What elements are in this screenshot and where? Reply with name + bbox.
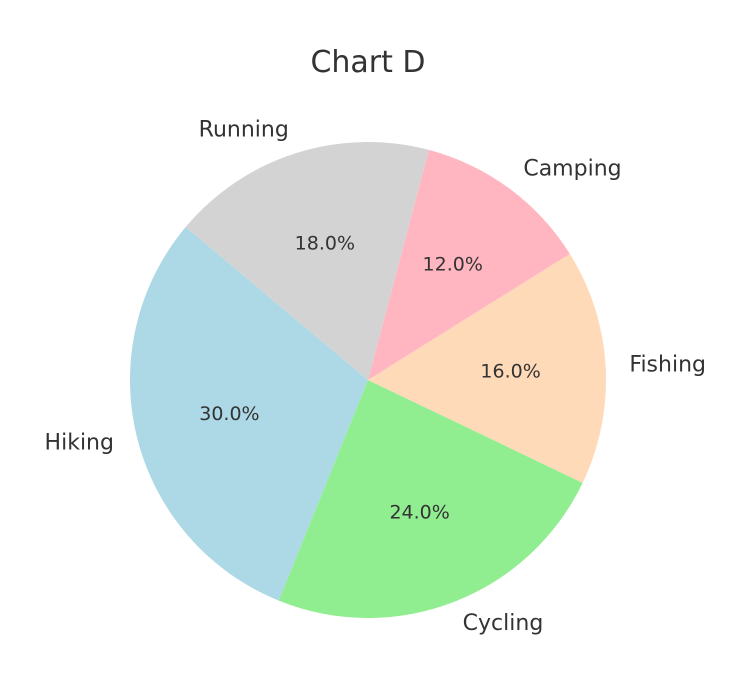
- pie-labels: Hiking 30.0% Cycling 24.0% Fishing 16.0% Campi…: [45, 117, 706, 636]
- slice-label-fishing: Fishing: [629, 352, 706, 377]
- percent-label-running: 18.0%: [295, 232, 355, 254]
- slice-label-running: Running: [199, 117, 289, 142]
- percent-label-hiking: 30.0%: [199, 403, 259, 425]
- slice-label-cycling: Cycling: [463, 611, 544, 636]
- percent-label-camping: 12.0%: [423, 254, 483, 276]
- chart-title: Chart D: [310, 45, 425, 80]
- pie-slice-cycling: [278, 380, 583, 618]
- pie-slices: [130, 142, 606, 618]
- slice-label-hiking: Hiking: [45, 430, 114, 455]
- percent-label-fishing: 16.0%: [480, 361, 540, 383]
- slice-label-camping: Camping: [523, 156, 621, 181]
- pie-slice-running: [185, 142, 429, 380]
- pie-slice-camping: [368, 149, 570, 380]
- pie-slice-fishing: [368, 253, 606, 483]
- percent-label-cycling: 24.0%: [389, 502, 449, 524]
- pie-slice-hiking: [130, 227, 368, 601]
